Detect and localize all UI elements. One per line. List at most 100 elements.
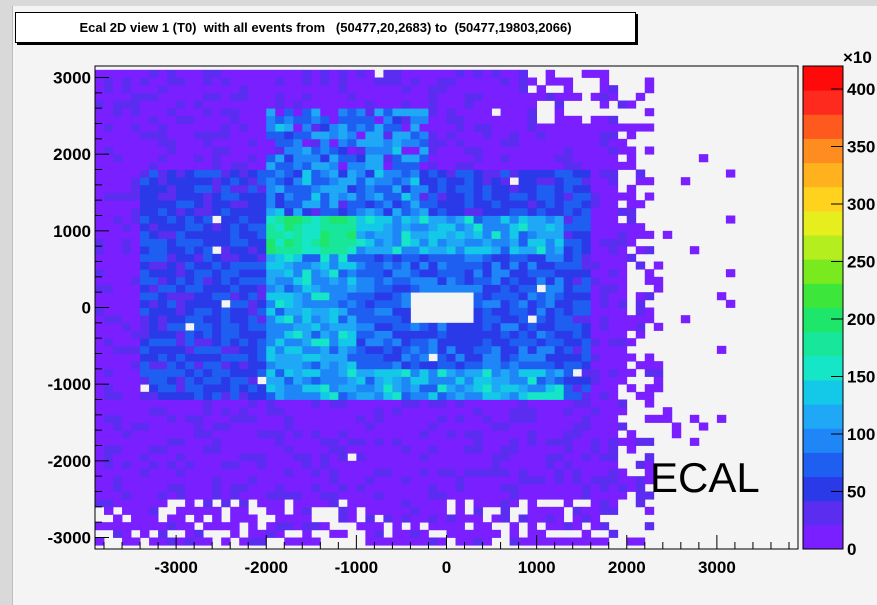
- histogram-bin: [176, 422, 186, 431]
- histogram-bin: [581, 146, 592, 155]
- histogram-bin: [563, 483, 574, 492]
- histogram-bin: [194, 192, 204, 201]
- histogram-bin: [113, 238, 123, 247]
- histogram-bin: [392, 200, 402, 209]
- histogram-bin: [167, 192, 177, 201]
- histogram-bin: [491, 77, 501, 86]
- histogram-bin: [563, 307, 574, 316]
- histogram-bin: [482, 376, 492, 385]
- histogram-bin: [266, 476, 276, 485]
- histogram-bin: [230, 253, 240, 262]
- histogram-bin: [491, 376, 501, 385]
- histogram-bin: [248, 246, 258, 255]
- histogram-bin: [104, 384, 114, 393]
- histogram-bin: [500, 246, 510, 255]
- histogram-bin: [203, 437, 213, 446]
- histogram-bin: [311, 200, 321, 209]
- histogram-bin: [698, 154, 709, 163]
- histogram-bin: [572, 391, 583, 400]
- histogram-bin: [338, 491, 348, 500]
- histogram-bin: [383, 253, 393, 262]
- histogram-bin: [500, 253, 510, 262]
- histogram-bin: [113, 131, 123, 140]
- histogram-bin: [518, 322, 529, 331]
- histogram-bin: [338, 391, 348, 400]
- histogram-bin: [248, 161, 258, 170]
- histogram-bin: [518, 238, 529, 247]
- histogram-bin: [212, 491, 222, 500]
- histogram-bin: [365, 338, 375, 347]
- histogram-bin: [320, 437, 330, 446]
- histogram-bin: [158, 261, 168, 270]
- histogram-bin: [158, 430, 168, 439]
- histogram-bin: [455, 169, 465, 178]
- histogram-bin: [248, 307, 258, 316]
- histogram-bin: [140, 322, 150, 331]
- histogram-bin: [581, 276, 592, 285]
- histogram-bin: [428, 361, 438, 370]
- histogram-bin: [329, 108, 339, 117]
- histogram-bin: [491, 345, 501, 354]
- histogram-bin: [464, 261, 474, 270]
- histogram-bin: [644, 361, 655, 370]
- histogram-bin: [374, 315, 384, 324]
- histogram-bin: [590, 299, 601, 308]
- histogram-bin: [491, 215, 501, 224]
- histogram-bin: [122, 414, 132, 423]
- histogram-bin: [419, 483, 429, 492]
- histogram-bin: [329, 123, 339, 132]
- histogram-bin: [473, 108, 483, 117]
- histogram-bin: [284, 422, 294, 431]
- histogram-bin: [653, 284, 664, 293]
- histogram-bin: [95, 322, 105, 331]
- histogram-bin: [284, 246, 294, 255]
- histogram-bin: [194, 253, 204, 262]
- histogram-bin: [626, 207, 637, 216]
- histogram-bin: [293, 292, 303, 301]
- histogram-bin: [356, 230, 366, 239]
- histogram-bin: [266, 184, 276, 193]
- histogram-bin: [284, 468, 294, 477]
- histogram-bin: [446, 407, 456, 416]
- histogram-bin: [284, 154, 294, 163]
- histogram-bin: [410, 215, 420, 224]
- histogram-bin: [347, 491, 357, 500]
- histogram-bin: [212, 468, 222, 477]
- histogram-bin: [347, 92, 357, 101]
- colorbar-segment: [803, 210, 843, 236]
- colorbar-segment: [803, 404, 843, 429]
- histogram-bin: [626, 368, 637, 377]
- histogram-bin: [347, 138, 357, 147]
- histogram-bin: [149, 284, 159, 293]
- histogram-bin: [284, 238, 294, 247]
- histogram-bin: [374, 276, 384, 285]
- histogram-bin: [626, 253, 637, 262]
- histogram-bin: [284, 69, 294, 78]
- histogram-bin: [329, 307, 339, 316]
- histogram-bin: [581, 514, 592, 523]
- histogram-bin: [437, 253, 447, 262]
- histogram-bin: [230, 146, 240, 155]
- histogram-bin: [428, 200, 438, 209]
- histogram-bin: [356, 368, 366, 377]
- histogram-bin: [203, 445, 213, 454]
- histogram-bin: [617, 307, 628, 316]
- histogram-bin: [329, 92, 339, 101]
- histogram-bin: [464, 146, 474, 155]
- histogram-bin: [185, 445, 195, 454]
- histogram-bin: [401, 468, 411, 477]
- histogram-bin: [518, 223, 529, 232]
- histogram-bin: [266, 307, 276, 316]
- histogram-bin: [536, 123, 547, 132]
- histogram-bin: [644, 85, 655, 94]
- histogram-bin: [185, 476, 195, 485]
- histogram-bin: [437, 85, 447, 94]
- histogram-bin: [347, 307, 357, 316]
- histogram-bin: [446, 77, 456, 86]
- histogram-bin: [374, 253, 384, 262]
- histogram-bin: [518, 146, 529, 155]
- histogram-bin: [248, 384, 258, 393]
- histogram-bin: [383, 131, 393, 140]
- histogram-bin: [311, 368, 321, 377]
- histogram-bin: [176, 430, 186, 439]
